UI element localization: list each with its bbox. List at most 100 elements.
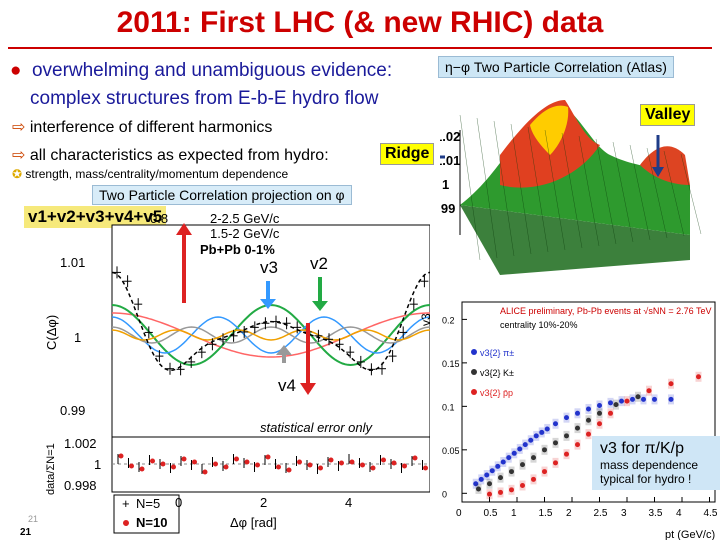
alice-xtick-label: 0.5	[484, 508, 498, 519]
alice-header: ALICE preliminary, Pb-Pb events at √sNN …	[500, 306, 711, 316]
ratio-ylabel: data/ΣN=1	[45, 443, 57, 495]
ratio-point	[307, 462, 313, 468]
alice-yticks: 0.2 0.15 0.1 0.05 0	[442, 315, 467, 499]
ptrig-label: 2-2.5 GeV/c	[210, 211, 280, 226]
alice-xtick-label: 2.5	[594, 508, 608, 519]
legend-n10: N=10	[136, 515, 167, 530]
alice-point	[542, 469, 547, 475]
alice-point	[522, 442, 528, 448]
slide-title: 2011: First LHC (& new RHIC) data	[116, 6, 604, 39]
ratio-point	[360, 462, 365, 468]
ratio-tick: 0.998	[64, 478, 97, 493]
ratio-point	[286, 467, 292, 473]
alice-point	[539, 429, 545, 435]
alice-legend-p: v3{2} p̄p	[480, 388, 513, 398]
atlas-tick: 0.99	[440, 201, 455, 216]
alice-xtick-label: 4	[676, 508, 682, 519]
alice-xtick-label: 4.5	[704, 508, 718, 519]
alice-point	[641, 396, 646, 402]
v4-arrow-head	[276, 345, 292, 355]
alice-point	[520, 462, 525, 468]
title-divider	[8, 47, 712, 49]
alice-point	[473, 481, 479, 487]
mesh-line	[561, 132, 583, 249]
sub-bullet-3: ✪ strength, mass/centrality/momentum dep…	[12, 167, 288, 181]
mesh-line	[544, 129, 566, 251]
alice-point	[597, 421, 602, 427]
alice-point	[498, 475, 503, 481]
projection-label: Two Particle Correlation projection on φ	[92, 185, 352, 205]
main-frame	[111, 224, 430, 438]
sub-bullet-3-text: strength, mass/centrality/momentum depen…	[25, 167, 289, 181]
mesh-line	[646, 147, 668, 239]
ridge-label: Ridge	[380, 143, 435, 165]
alice-legend-marker	[471, 389, 477, 395]
alice-legend-pi: v3{2} π±	[480, 348, 514, 358]
proj-tick: 1.01	[60, 255, 85, 270]
harmonic-curve	[111, 329, 430, 341]
ratio-point	[244, 459, 250, 465]
alice-point	[553, 421, 558, 427]
atlas-tick: 1.02	[440, 129, 460, 144]
atlas-tick: 1	[442, 177, 449, 192]
bullet-line1: overwhelming and unambiguous evidence:	[31, 60, 393, 81]
alice-xticks: 0 0.5 1 1.5 2 2.5 3 3.5 4 4.5	[456, 497, 718, 519]
ratio-point	[423, 465, 428, 471]
alice-v3-plot: ALICE preliminary, Pb-Pb events at √sNN …	[420, 301, 718, 540]
sub-bullet-1: ⇨ interference of different harmonics	[12, 117, 272, 137]
bullet-dot-icon: ●	[10, 60, 22, 81]
page-num: 21	[20, 527, 32, 538]
atlas-label: η−φ Two Particle Correlation (Atlas)	[438, 56, 674, 78]
fit-curve	[111, 271, 430, 372]
mesh-line	[459, 114, 481, 261]
alice-point	[586, 417, 591, 423]
alice-xtick-label: 3.5	[649, 508, 663, 519]
mesh-line	[595, 138, 617, 245]
alice-points	[471, 349, 702, 500]
alice-point	[533, 433, 539, 439]
alice-point	[652, 396, 657, 402]
mesh-line	[612, 141, 634, 243]
alice-point	[597, 402, 602, 408]
v3-label: v3	[260, 258, 278, 277]
alice-point	[489, 468, 495, 474]
mesh-line	[527, 126, 549, 253]
syst-label: statistical error only	[260, 420, 373, 435]
mesh-line	[476, 117, 498, 259]
alice-point	[608, 400, 613, 406]
alice-xtick-label: 1	[511, 508, 517, 519]
proj-xtick: 0	[175, 495, 182, 510]
alice-point	[506, 455, 512, 461]
alice-point	[531, 455, 536, 461]
alice-point	[553, 460, 558, 466]
alice-xtick-label: 2	[566, 508, 572, 519]
ratio-point	[234, 456, 239, 462]
ratio-point	[255, 462, 260, 468]
alice-point	[553, 440, 558, 446]
alice-point	[487, 491, 492, 497]
alice-point	[619, 398, 624, 404]
ratio-tick: 1.002	[64, 436, 97, 451]
alice-point	[564, 433, 569, 439]
ratio-point	[118, 453, 124, 459]
ratio-legend	[113, 494, 180, 534]
ratio-point	[391, 460, 397, 466]
sub-bullet-2-text: all characteristics as expected from hyd…	[29, 147, 329, 164]
ratio-point	[150, 458, 155, 464]
sub-bullet-2: ⇨ all characteristics as expected from h…	[12, 145, 329, 165]
ratio-points	[117, 453, 428, 475]
ratio-point	[349, 459, 355, 465]
circle-arrow-icon: ✪	[12, 167, 23, 181]
alice-legend-marker	[471, 349, 477, 355]
alice-point	[484, 472, 490, 478]
harmonics-sum-label: v1+v2+v3+v4+v5	[24, 206, 167, 228]
v3-arrow-head	[260, 299, 276, 309]
v4-label: v4	[278, 376, 296, 395]
alice-xtick-label: 1.5	[539, 508, 553, 519]
alice-point	[630, 396, 635, 402]
proj-ylabel: C(Δφ)	[44, 315, 59, 350]
legend-n5: N=5	[136, 496, 160, 511]
alice-point	[668, 396, 674, 402]
alice-point	[478, 476, 484, 482]
ratio-point	[402, 463, 407, 469]
